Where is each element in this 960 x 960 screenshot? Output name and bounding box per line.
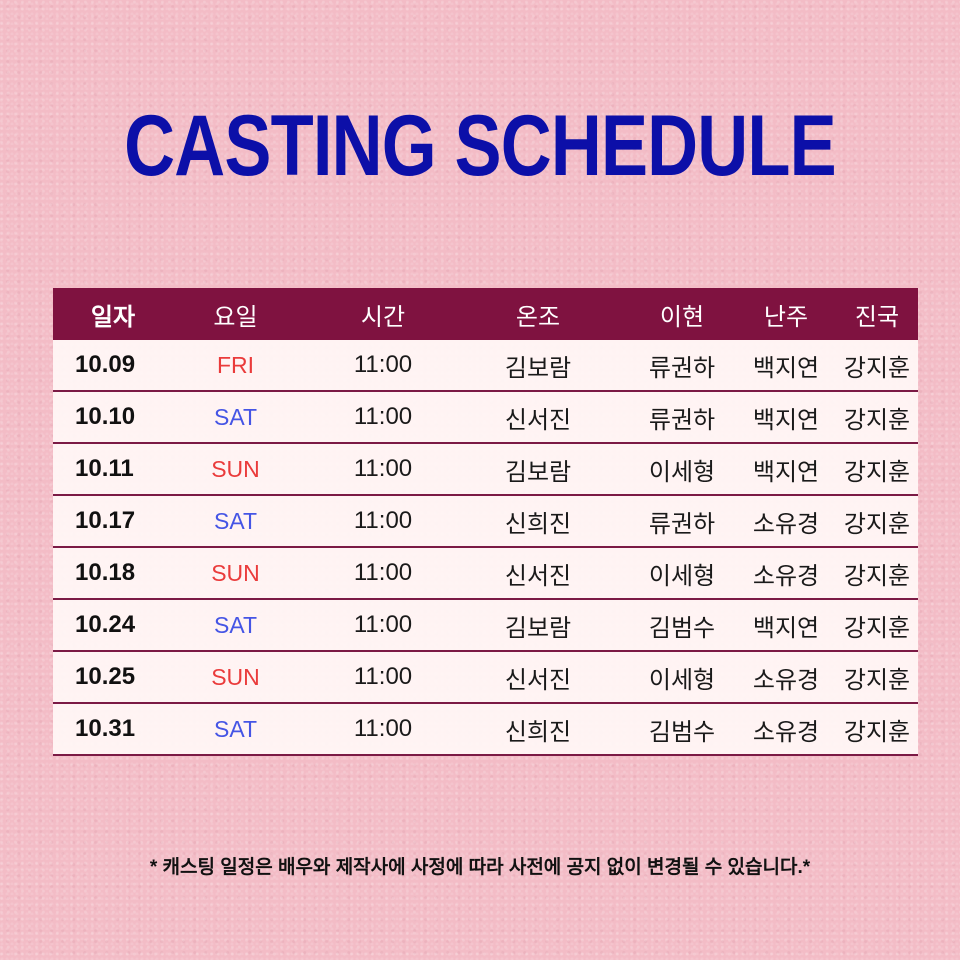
ihyeon-cast-cell: 이세형 (648, 458, 716, 486)
table-header-row: 일자 요일 시간 온조 이현 난주 진국 (53, 288, 918, 340)
onjo-cast-cell: 신서진 (504, 562, 572, 590)
date-cell: 10.10 (75, 403, 136, 430)
table-row: 10.24 SAT 11:00 김보람 김범수 백지연 강지훈 (53, 600, 918, 652)
jinguk-cast-cell: 강지훈 (843, 354, 911, 382)
ihyeon-cast-cell: 김범수 (648, 718, 716, 746)
ihyeon-cast-cell: 류권하 (648, 406, 716, 434)
nanju-cast-cell: 백지연 (752, 614, 820, 642)
date-cell: 10.09 (75, 351, 136, 378)
table-row: 10.17 SAT 11:00 신희진 류권하 소유경 강지훈 (53, 496, 918, 548)
day-cell: FRI (216, 351, 255, 378)
jinguk-cast-cell: 강지훈 (843, 666, 911, 694)
time-cell: 11:00 (353, 403, 413, 430)
table-row: 10.11 SUN 11:00 김보람 이세형 백지연 강지훈 (53, 444, 918, 496)
onjo-cast-cell: 신희진 (504, 718, 572, 746)
nanju-cast-cell: 소유경 (752, 562, 820, 590)
date-cell: 10.11 (75, 455, 134, 482)
date-cell: 10.25 (75, 663, 136, 690)
schedule-change-notice: * 캐스팅 일정은 배우와 제작사에 사정에 따라 사전에 공지 없이 변경될 … (149, 857, 811, 878)
time-cell: 11:00 (353, 663, 413, 690)
time-cell: 11:00 (353, 715, 413, 742)
jinguk-cast-cell: 강지훈 (843, 718, 911, 746)
nanju-cast-cell: 백지연 (752, 458, 820, 486)
nanju-cast-cell: 소유경 (752, 718, 820, 746)
onjo-cast-cell: 김보람 (504, 354, 572, 382)
column-header-jinguk: 진국 (854, 303, 900, 331)
day-cell: SUN (211, 455, 260, 482)
column-header-onjo: 온조 (515, 303, 561, 331)
jinguk-cast-cell: 강지훈 (843, 562, 911, 590)
time-cell: 11:00 (353, 507, 413, 534)
time-cell: 11:00 (353, 611, 413, 638)
column-header-nanju: 난주 (763, 303, 809, 331)
day-cell: SAT (213, 611, 258, 638)
day-cell: SAT (213, 715, 258, 742)
onjo-cast-cell: 김보람 (504, 458, 572, 486)
onjo-cast-cell: 신희진 (504, 510, 572, 538)
column-header-day: 요일 (213, 303, 258, 331)
day-cell: SUN (211, 663, 260, 690)
ihyeon-cast-cell: 류권하 (648, 354, 716, 382)
date-cell: 10.31 (75, 715, 136, 742)
time-cell: 11:00 (353, 455, 413, 482)
column-header-date: 일자 (90, 303, 136, 331)
day-cell: SAT (213, 403, 258, 430)
casting-schedule-table: 일자 요일 시간 온조 이현 난주 진국 10.09 FRI 11:00 김보람… (53, 288, 918, 756)
onjo-cast-cell: 김보람 (504, 614, 572, 642)
nanju-cast-cell: 소유경 (752, 666, 820, 694)
date-cell: 10.18 (75, 559, 136, 586)
time-cell: 11:00 (353, 559, 413, 586)
nanju-cast-cell: 백지연 (752, 406, 820, 434)
ihyeon-cast-cell: 류권하 (648, 510, 716, 538)
column-header-time: 시간 (360, 303, 406, 331)
onjo-cast-cell: 신서진 (504, 406, 572, 434)
day-cell: SAT (213, 507, 258, 534)
nanju-cast-cell: 백지연 (752, 354, 820, 382)
onjo-cast-cell: 신서진 (504, 666, 572, 694)
jinguk-cast-cell: 강지훈 (843, 510, 911, 538)
ihyeon-cast-cell: 이세형 (648, 562, 716, 590)
ihyeon-cast-cell: 이세형 (648, 666, 716, 694)
time-cell: 11:00 (353, 351, 413, 378)
table-row: 10.09 FRI 11:00 김보람 류권하 백지연 강지훈 (53, 340, 918, 392)
jinguk-cast-cell: 강지훈 (843, 614, 911, 642)
date-cell: 10.24 (75, 611, 136, 638)
nanju-cast-cell: 소유경 (752, 510, 820, 538)
table-row: 10.25 SUN 11:00 신서진 이세형 소유경 강지훈 (53, 652, 918, 704)
date-cell: 10.17 (75, 507, 136, 534)
table-row: 10.10 SAT 11:00 신서진 류권하 백지연 강지훈 (53, 392, 918, 444)
table-row: 10.18 SUN 11:00 신서진 이세형 소유경 강지훈 (53, 548, 918, 600)
day-cell: SUN (211, 559, 260, 586)
table-row: 10.31 SAT 11:00 신희진 김범수 소유경 강지훈 (53, 704, 918, 756)
jinguk-cast-cell: 강지훈 (843, 458, 911, 486)
ihyeon-cast-cell: 김범수 (648, 614, 716, 642)
jinguk-cast-cell: 강지훈 (843, 406, 911, 434)
column-header-ihyeon: 이현 (659, 303, 705, 331)
page-title: CASTING SCHEDULE (124, 98, 837, 194)
